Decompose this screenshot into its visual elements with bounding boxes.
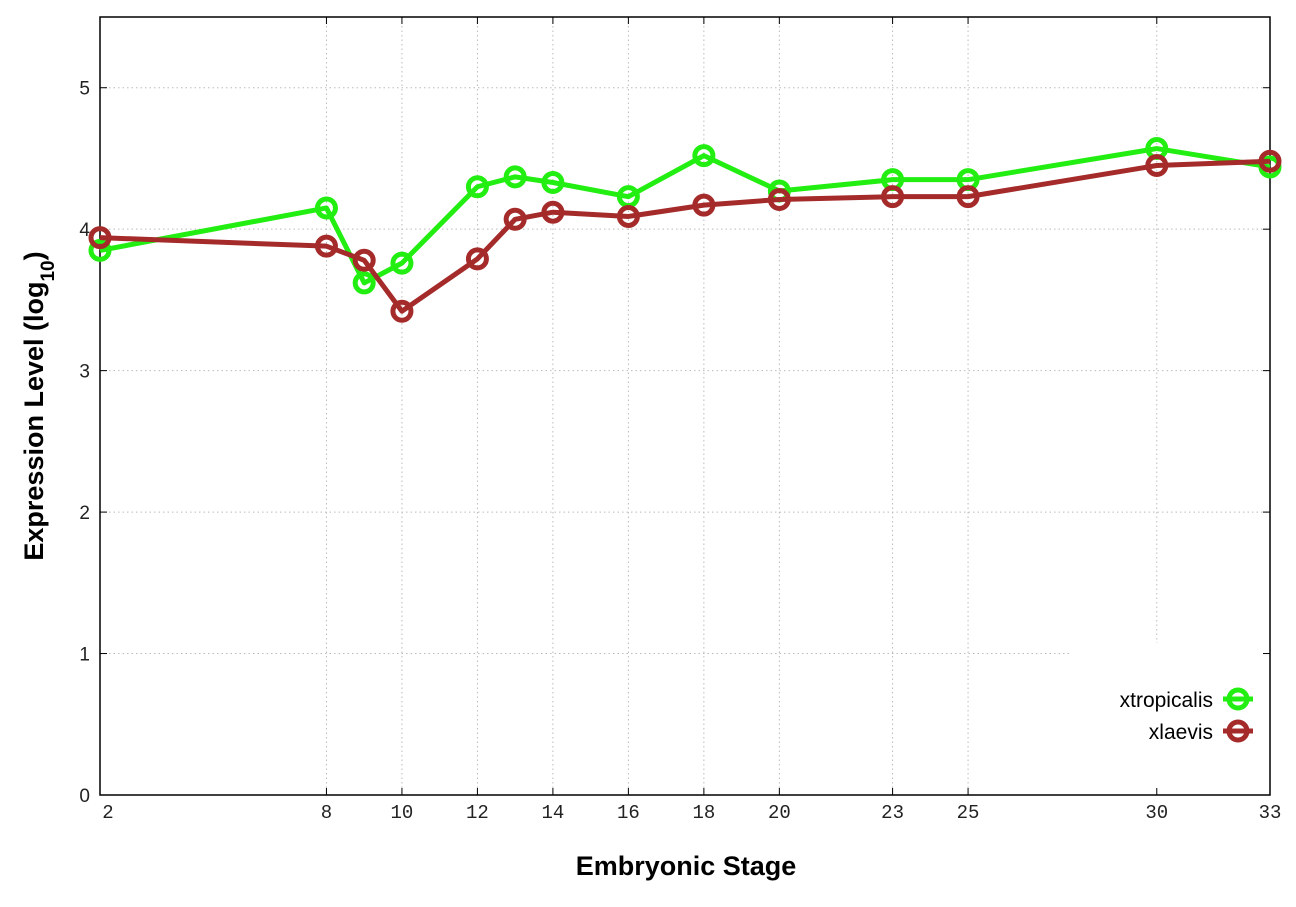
x-tick-label: 12 <box>466 802 489 824</box>
x-tick-label: 20 <box>768 802 791 824</box>
legend-marker <box>1226 719 1250 743</box>
legend-background <box>1072 643 1269 793</box>
series-xtropicalis <box>88 137 1282 295</box>
xlaevis-point <box>767 187 791 211</box>
xtropicalis-line <box>99 146 1271 286</box>
xlaevis-point <box>314 234 338 258</box>
plot-frame <box>99 16 1271 796</box>
xlaevis-point <box>503 207 527 231</box>
xtropicalis-point <box>503 165 527 189</box>
xlaevis-point <box>465 247 489 271</box>
xlaevis-point <box>616 204 640 228</box>
xlaevis-point <box>956 185 980 209</box>
x-tick-label: 14 <box>541 802 564 824</box>
xtropicalis-point <box>88 238 112 262</box>
xlaevis-point <box>88 226 112 250</box>
y-tick-label: 5 <box>79 79 90 100</box>
xlaevis-point <box>1145 154 1169 178</box>
x-tick-label: 33 <box>1259 802 1282 824</box>
xlaevis-point <box>352 248 376 272</box>
legend-label: xtropicalis <box>1120 689 1213 712</box>
x-tick-label: 23 <box>881 802 904 824</box>
xtropicalis-point <box>541 171 565 195</box>
y-axis-title: Expression Level (log10) <box>19 251 59 560</box>
xtropicalis-point <box>314 196 338 220</box>
y-tick-label: 0 <box>79 786 90 807</box>
x-tick-label: 16 <box>617 802 640 824</box>
x-tick-label: 2 <box>102 802 113 824</box>
xlaevis-line <box>99 158 1271 314</box>
series-xlaevis <box>88 149 1282 323</box>
x-tick-label: 25 <box>957 802 980 824</box>
xtropicalis-point <box>465 175 489 199</box>
xtropicalis-point <box>692 144 716 168</box>
y-tick-label: 2 <box>79 503 90 524</box>
xlaevis-point <box>541 200 565 224</box>
y-tick-label: 1 <box>79 645 90 666</box>
xlaevis-point <box>881 185 905 209</box>
legend-label: xlaevis <box>1149 721 1213 744</box>
legend: xtropicalis xlaevis <box>1120 687 1253 744</box>
xtropicalis-point <box>352 271 376 295</box>
xlaevis-point <box>1258 149 1282 173</box>
x-tick-label: 18 <box>692 802 715 824</box>
x-tick-label: 8 <box>321 802 332 824</box>
series-layer <box>88 137 1282 323</box>
legend-marker <box>1226 687 1250 711</box>
xlaevis-point <box>390 299 414 323</box>
x-tick-label: 30 <box>1145 802 1168 824</box>
y-tick-label: 4 <box>79 220 90 241</box>
x-tick-label: 10 <box>391 802 414 824</box>
y-tick-label: 3 <box>79 362 90 383</box>
x-axis-title: Embryonic Stage <box>576 851 797 881</box>
xtropicalis-point <box>390 251 414 275</box>
xlaevis-point <box>692 193 716 217</box>
